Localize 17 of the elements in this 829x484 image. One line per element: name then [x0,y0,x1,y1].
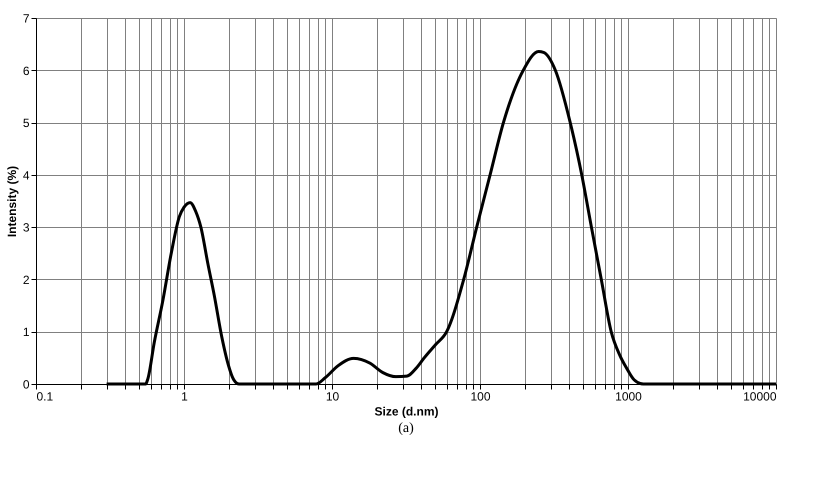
x-tick-label: 1 [181,390,188,404]
y-tick-label: 5 [22,116,30,130]
text: (a) [398,421,414,436]
x-axis-title: Size (d.nm) [374,404,439,418]
x-tick-label: 100 [470,390,491,404]
y-tick-label: 7 [22,12,30,26]
y-tick-label: 3 [22,220,30,235]
y-axis-title: Intensity (%) [4,166,19,238]
y-tick-label: 1 [22,325,30,340]
y-tick-label: 2 [22,272,30,287]
x-tick-label: 0.1 [36,390,54,404]
x-tick-label: 10000 [743,390,777,404]
y-tick-label: 0 [22,378,30,392]
x-tick-label: 1000 [615,390,642,404]
y-tick-label: 4 [22,168,30,182]
x-tick-label: 10 [326,390,340,404]
y-tick-label: 6 [22,64,30,78]
